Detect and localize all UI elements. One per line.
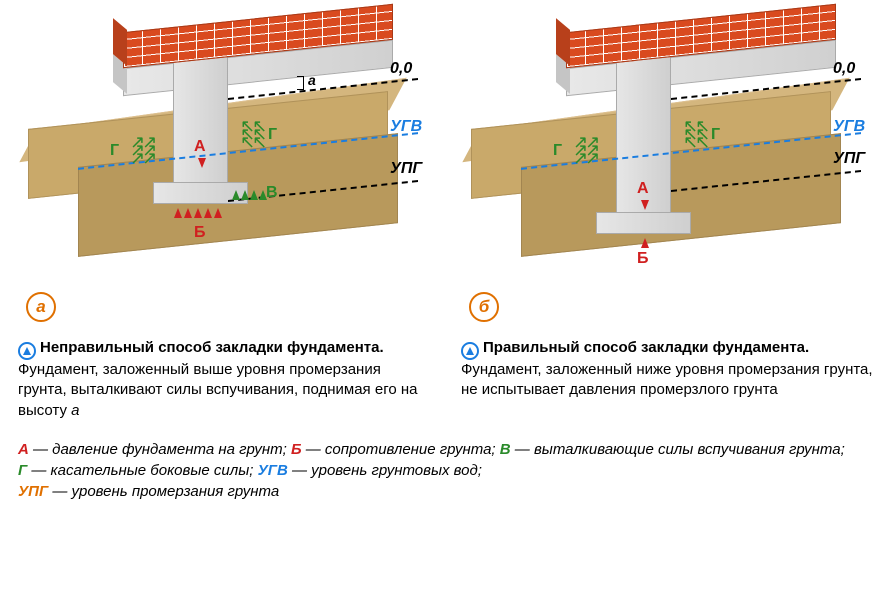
tangent-right: ↖↖↖↖↖↖	[240, 122, 264, 146]
desc-b: Правильный способ закладки фундамента. Ф…	[461, 338, 874, 421]
panel-tag-b: б	[469, 292, 499, 322]
legend: А — давление фундамента на грунт; Б — со…	[18, 439, 874, 502]
label-zero: 0,0	[833, 60, 855, 78]
tangent-left: ↗↗↗↗↗↗	[573, 138, 597, 162]
force-g-left: Г	[110, 142, 119, 160]
force-a: А	[637, 180, 649, 198]
panel-correct: 0,0 УГВ УПГ А Б ↗↗↗↗↗↗ Г ↖↖↖↖↖↖ Г б	[461, 10, 874, 330]
legend-text-b: — сопротивление грунта;	[302, 441, 500, 458]
arrow-b-icon	[641, 238, 649, 248]
legend-text-upg: — уровень промерзания грунта	[48, 483, 279, 500]
legend-key-b: Б	[291, 441, 302, 458]
diagram-row: 0,0 УГВ УПГ а А Б	[18, 10, 874, 330]
desc-a-tail: а	[71, 402, 79, 419]
legend-key-v: В	[500, 441, 511, 458]
arrow-a-icon	[198, 158, 206, 168]
label-zero: 0,0	[390, 60, 412, 78]
desc-b-title: Правильный способ закладки фундамента.	[483, 339, 809, 356]
up-arrow-icon	[461, 342, 479, 360]
arrow-a-icon	[641, 200, 649, 210]
legend-key-upg: УПГ	[18, 483, 48, 500]
descriptions: Неправильный способ закладки фундамента.…	[18, 338, 874, 421]
legend-text-ugv: — уровень грунтовых вод;	[288, 462, 482, 479]
foundation-stem	[173, 50, 228, 190]
foundation-foot-deep	[596, 212, 691, 234]
panel-incorrect: 0,0 УГВ УПГ а А Б	[18, 10, 431, 330]
label-upg: УПГ	[390, 160, 422, 178]
force-a: А	[194, 138, 206, 156]
legend-key-a: А	[18, 441, 29, 458]
desc-b-text: Фундамент, заложенный ниже уровня промер…	[461, 361, 873, 398]
legend-text-a: — давление фундамента на грунт;	[29, 441, 291, 458]
scene-a: 0,0 УГВ УПГ а А Б	[18, 10, 431, 270]
legend-text-g: — касательные боковые силы;	[27, 462, 257, 479]
label-ugv: УГВ	[833, 118, 865, 136]
force-g-right: Г	[268, 126, 277, 144]
desc-a: Неправильный способ закладки фундамента.…	[18, 338, 431, 421]
panel-tag-a: а	[26, 292, 56, 322]
tangent-right: ↖↖↖↖↖↖	[683, 122, 707, 146]
label-a-height: а	[308, 72, 316, 88]
force-v: В	[266, 184, 278, 202]
desc-a-title: Неправильный способ закладки фундамента.	[40, 339, 384, 356]
legend-key-g: Г	[18, 462, 27, 479]
tangent-left: ↗↗↗↗↗↗	[130, 138, 154, 162]
scene-b: 0,0 УГВ УПГ А Б ↗↗↗↗↗↗ Г ↖↖↖↖↖↖ Г	[461, 10, 874, 270]
force-g-right: Г	[711, 126, 720, 144]
legend-key-ugv: УГВ	[258, 462, 288, 479]
label-ugv: УГВ	[390, 118, 422, 136]
up-arrow-icon	[18, 342, 36, 360]
legend-text-v: — выталкивающие силы вспучивания грунта;	[511, 441, 845, 458]
force-b: Б	[194, 224, 206, 242]
force-g-left: Г	[553, 142, 562, 160]
height-bracket	[298, 76, 304, 90]
force-b: Б	[637, 250, 649, 268]
label-upg: УПГ	[833, 150, 865, 168]
